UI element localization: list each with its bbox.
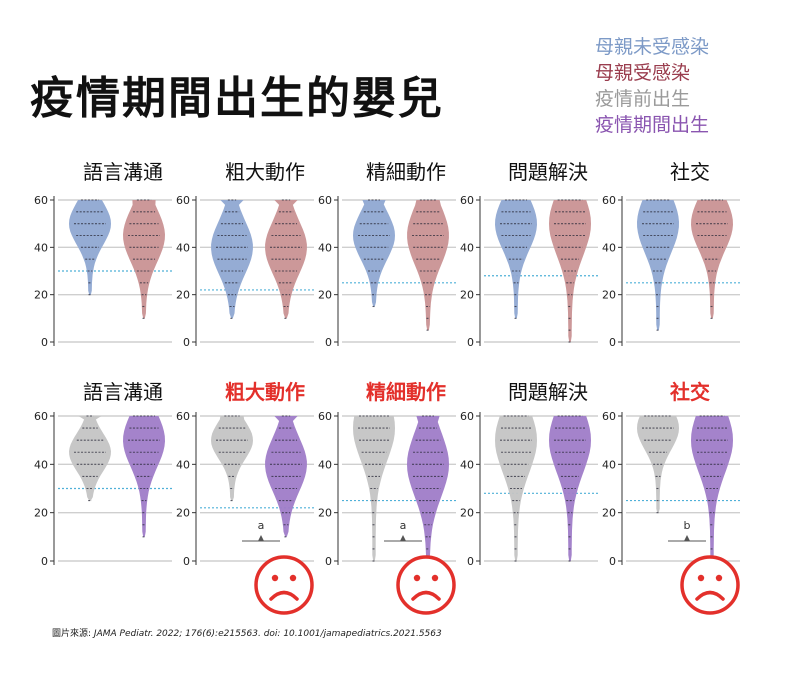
panel-bottom-0-tick-label-40: 40 [34,458,48,471]
panel-top-2-violin-0 [353,200,395,307]
panel-bottom-4-tick-label-40: 40 [602,458,616,471]
panel-bottom-1-tick-label-60: 60 [176,410,190,423]
panel-top-2-tick-label-60: 60 [318,194,332,207]
panel-bottom-4-sad-face-icon [680,555,740,615]
citation-prefix: 圖片來源: [52,629,92,639]
panel-title-bottom-fine-motor: 精細動作 [366,380,446,404]
panel-top-3-tick-label-60: 60 [460,194,474,207]
panel-title-top-gross-motor: 粗大動作 [225,160,305,184]
panel-top-4-violin-0 [637,200,679,331]
panel-top-4-tick-label-20: 20 [602,289,616,302]
panel-bottom-4-significance-mark [684,535,690,541]
panel-top-3-tick-label-40: 40 [460,241,474,254]
panel-title-top-fine-motor: 精細動作 [366,160,446,184]
panel-bottom-4-sad-face-mouth [695,590,725,601]
panel-top-3-tick-label-0: 0 [467,336,474,349]
panel-bottom-0-tick-label-0: 0 [41,555,48,568]
panel-bottom-0-tick-label-60: 60 [34,410,48,423]
panel-bottom-4-sad-face-left-eye [697,574,705,582]
panel-bottom-2-tick-label-40: 40 [318,458,332,471]
panel-title-bottom-social: 社交 [670,380,710,404]
panel-top-4-tick-label-40: 40 [602,241,616,254]
panel-title-top-social: 社交 [670,160,710,184]
panel-title-top-problem-solving: 問題解決 [508,160,588,184]
panel-top-4-tick-label-60: 60 [602,194,616,207]
legend-item-pandemic: 疫情期間出生 [595,114,710,136]
panel-top-0-tick-label-60: 60 [34,194,48,207]
panel-bottom-3-violin-1 [549,416,591,561]
panel-top-2-tick-label-0: 0 [325,336,332,349]
panel-bottom-1-sad-face-right-eye [289,574,297,582]
panel-top-2-violin-1 [407,200,449,331]
panel-bottom-2-sad-face-icon [396,555,456,615]
legend: 母親未受感染 母親受感染 疫情前出生 疫情期間出生 [595,34,709,138]
panel-top-1-tick-label-20: 20 [176,289,190,302]
panel-bottom-3-tick-label-0: 0 [467,555,474,568]
panel-top-1-tick-label-60: 60 [176,194,190,207]
panel-top-3-tick-label-20: 20 [460,289,474,302]
panel-bottom-1-tick-label-40: 40 [176,458,190,471]
panel-bottom-2-sad-face-mouth [411,590,441,601]
legend-item-prepandemic: 疫情前出生 [595,88,691,110]
citation-journal: JAMA Pediatr. 2022; 176(6):e215563. doi:… [93,629,442,639]
panel-top-4-tick-label-0: 0 [609,336,616,349]
panel-bottom-1-tick-label-0: 0 [183,555,190,568]
panel-bottom-1-violin-0 [211,416,253,501]
panel-top-0-tick-label-40: 40 [34,241,48,254]
panel-bottom-0-violin-0 [69,416,111,501]
panel-bottom-4-tick-label-60: 60 [602,410,616,423]
panel-bottom-2-significance-label: a [400,519,407,532]
panel-bottom-1-sad-face-left-eye [271,574,279,582]
panel-bottom-4-significance-label: b [684,519,691,532]
panel-title-top-language: 語言溝通 [83,160,163,184]
panel-bottom-3-violin-0 [495,416,537,561]
citation: 圖片來源: JAMA Pediatr. 2022; 176(6):e215563… [52,626,442,639]
panel-title-bottom-gross-motor: 粗大動作 [225,380,305,404]
panel-top-3-violin-1 [549,200,591,342]
panel-bottom-1-sad-face-icon [254,555,314,615]
panel-bottom-3-tick-label-60: 60 [460,410,474,423]
legend-item-uninfected: 母親未受感染 [595,36,710,58]
panel-bottom-0-tick-label-20: 20 [34,507,48,520]
panel-title-bottom-problem-solving: 問題解決 [508,380,588,404]
panel-top-1-tick-label-0: 0 [183,336,190,349]
panel-bottom-4-violin-1 [691,416,733,561]
panel-bottom-2-tick-label-20: 20 [318,507,332,520]
panel-bottom-3-tick-label-20: 20 [460,507,474,520]
main-title: 疫情期間出生的嬰兒 [30,73,444,124]
panel-top-1-tick-label-40: 40 [176,241,190,254]
panel-bottom-1-tick-label-20: 20 [176,507,190,520]
panel-bottom-2-sad-face-right-eye [431,574,439,582]
panel-top-0-tick-label-20: 20 [34,289,48,302]
panel-bottom-1-significance-label: a [258,519,265,532]
panel-top-2-tick-label-40: 40 [318,241,332,254]
panel-top-2-tick-label-20: 20 [318,289,332,302]
legend-item-infected: 母親受感染 [595,62,691,84]
panel-bottom-1-sad-face-mouth [269,590,299,601]
panel-bottom-4-sad-face-right-eye [715,574,723,582]
panel-bottom-2-tick-label-0: 0 [325,555,332,568]
panel-bottom-2-significance-mark [400,535,406,541]
panel-bottom-3-tick-label-40: 40 [460,458,474,471]
panel-bottom-1-significance-mark [258,535,264,541]
panel-bottom-4-tick-label-20: 20 [602,507,616,520]
panel-bottom-2-tick-label-60: 60 [318,410,332,423]
panel-bottom-4-tick-label-0: 0 [609,555,616,568]
panel-top-0-tick-label-0: 0 [41,336,48,349]
panel-title-bottom-language: 語言溝通 [83,380,163,404]
panel-bottom-2-sad-face-left-eye [413,574,421,582]
